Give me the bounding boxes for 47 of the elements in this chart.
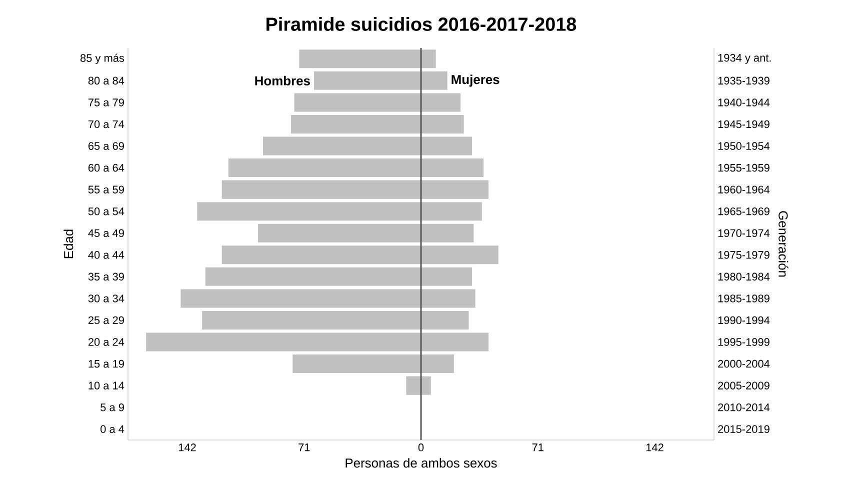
y-axis-title: Edad — [64, 230, 74, 258]
y-tick-label: 0 a 4 — [100, 425, 124, 433]
y-tick-label: 20 a 24 — [88, 338, 124, 346]
y2-tick-label: 1935-1939 — [718, 76, 770, 85]
y-tick-label: 40 a 44 — [88, 251, 124, 259]
series-label: Hombres — [255, 76, 310, 86]
y-tick-label: 85 y más — [80, 54, 124, 64]
y-tick-label: 30 a 34 — [88, 294, 124, 302]
chart-title: Piramide suicidios 2016-2017-2018 — [266, 17, 576, 31]
y-tick-label: 15 a 19 — [88, 360, 124, 368]
x-tick-label: 71 — [298, 444, 310, 452]
y-tick-label: 45 a 49 — [88, 229, 124, 237]
x-tick-label: 71 — [532, 444, 544, 452]
y2-tick-label: 2005-2009 — [718, 382, 770, 390]
y-tick-label: 35 a 39 — [88, 272, 124, 281]
y2-tick-label: 1950-1954 — [718, 142, 770, 150]
y2-tick-label: 1995-1999 — [718, 338, 770, 346]
y2-tick-label: 1980-1984 — [718, 272, 770, 281]
y2-tick-label: 1990-1994 — [718, 316, 770, 324]
y2-tick-label: 1975-1979 — [718, 251, 770, 259]
y-tick-label: 25 a 29 — [88, 316, 124, 324]
y2-axis-title: Generación — [778, 211, 788, 277]
series-label: Mujeres — [452, 74, 500, 87]
y2-tick-label: 2010-2014 — [718, 403, 770, 412]
y2-tick-label: 1955-1959 — [718, 164, 770, 172]
y2-tick-label: 2000-2004 — [718, 360, 770, 368]
x-tick-label: 142 — [178, 444, 196, 452]
y-tick-label: 50 a 54 — [88, 207, 124, 216]
y-tick-label: 70 a 74 — [88, 120, 124, 128]
y-tick-label: 5 a 9 — [100, 403, 124, 412]
y-tick-label: 55 a 59 — [88, 186, 124, 194]
y-tick-label: 80 a 84 — [88, 76, 124, 85]
y2-tick-label: 1945-1949 — [718, 120, 770, 128]
y-tick-label: 75 a 79 — [88, 98, 124, 106]
y2-tick-label: 1960-1964 — [718, 186, 770, 194]
y2-tick-label: 1970-1974 — [718, 229, 770, 237]
y-tick-label: 60 a 64 — [88, 164, 124, 172]
y2-tick-label: 1940-1944 — [718, 98, 770, 106]
y2-tick-label: 1985-1989 — [718, 294, 770, 302]
y-tick-label: 65 a 69 — [88, 142, 124, 150]
y-tick-label: 10 a 14 — [88, 382, 124, 390]
y2-tick-label: 2015-2019 — [718, 425, 770, 433]
y2-tick-label: 1965-1969 — [718, 207, 770, 216]
x-axis-title: Personas de ambos sexos — [346, 458, 497, 468]
y2-tick-label: 1934 y ant. — [718, 54, 771, 64]
x-tick-label: 142 — [646, 444, 664, 452]
x-tick-label: 0 — [418, 444, 424, 452]
